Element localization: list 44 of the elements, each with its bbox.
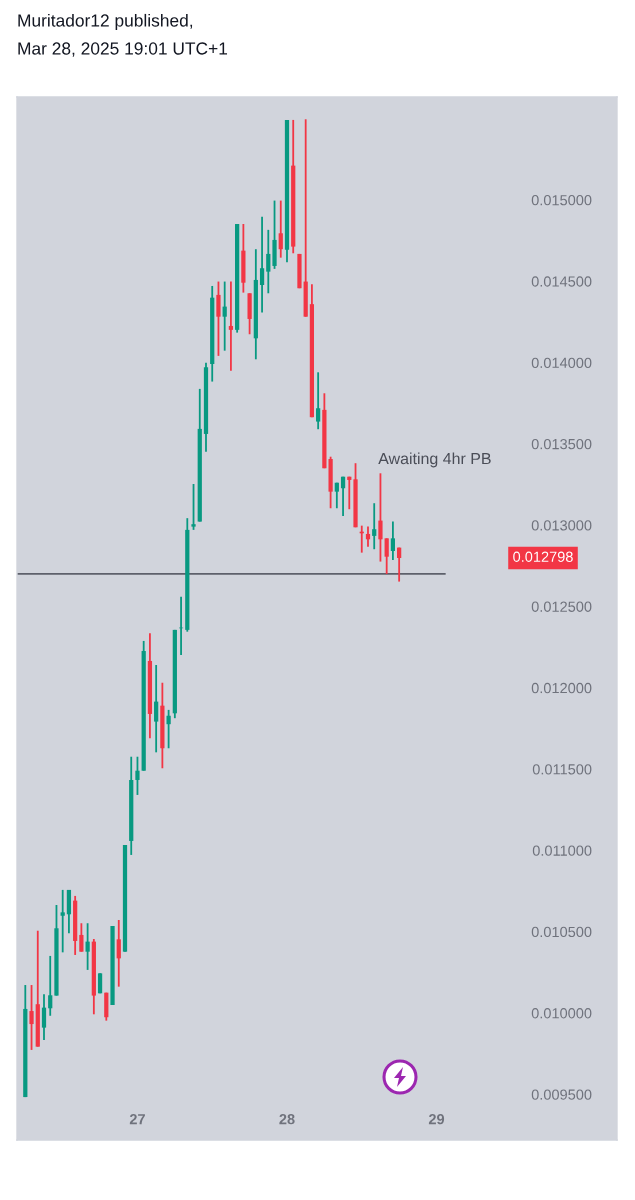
x-tick-label: 29 [428, 1114, 445, 1125]
candlestick [154, 664, 159, 754]
candlestick [228, 280, 234, 372]
candlestick [48, 955, 53, 1017]
y-tick-label: 0.014000 [531, 357, 592, 368]
candlestick [116, 919, 121, 988]
candlestick [266, 228, 271, 295]
candlestick [29, 984, 34, 1051]
candlestick [79, 922, 84, 953]
x-tick-label: 28 [279, 1114, 295, 1125]
chart-subtitle: Mar 28, 2025 19:01 UTC+1 [18, 42, 228, 57]
candlestick [390, 520, 396, 561]
candlestick [135, 755, 140, 796]
y-tick-label: 0.015000 [531, 195, 592, 206]
candlestick [397, 546, 402, 583]
candlestick [191, 483, 196, 531]
y-tick-label: 0.010500 [531, 926, 592, 938]
candlestick [259, 215, 265, 314]
x-tick-label: 27 [129, 1114, 145, 1125]
y-tick-label: 0.014500 [531, 276, 592, 287]
candlestick [316, 371, 321, 431]
y-tick-label: 0.012500 [531, 601, 592, 612]
y-tick-label: 0.009500 [531, 1089, 592, 1100]
y-tick-label: 0.011000 [532, 845, 592, 856]
candlestick [60, 888, 65, 954]
chart-title: Muritador12 published, [18, 13, 193, 31]
candlestick [278, 199, 283, 259]
candlestick [384, 537, 389, 575]
candlestick [334, 481, 339, 510]
candlestick [166, 708, 171, 750]
candlestick [222, 280, 227, 352]
y-tick-label: 0.012000 [531, 682, 592, 694]
candlestick [41, 993, 47, 1041]
y-tick-label: 0.010000 [531, 1008, 592, 1019]
annotation: Awaiting 4hr PB [378, 452, 491, 468]
candlestick [340, 475, 346, 517]
y-tick-label: 0.011500 [532, 764, 592, 775]
candlestick [378, 472, 383, 563]
candlestick [216, 280, 221, 357]
y-tick-label: 0.013000 [531, 520, 592, 531]
candlestick [372, 502, 377, 551]
annotation: 0.012798 [513, 551, 573, 562]
y-tick-label: 0.013500 [531, 438, 592, 450]
candlestick [85, 922, 90, 971]
